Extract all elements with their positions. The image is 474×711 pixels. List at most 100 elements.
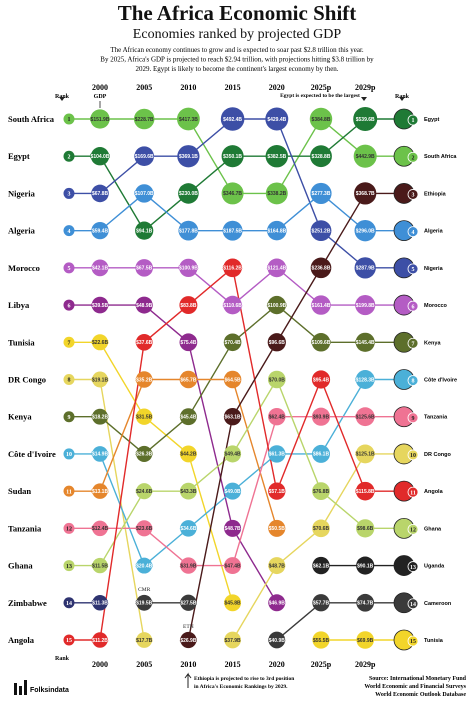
rank-number: 10 <box>410 453 416 459</box>
value-label: $18.2B <box>92 415 109 421</box>
rank-badge <box>63 187 75 199</box>
rank-badge <box>63 113 75 125</box>
value-label: $11.3B <box>92 601 108 607</box>
rank-number: 7 <box>68 340 71 346</box>
value-label: $350.1B <box>223 154 242 160</box>
arrow <box>184 672 192 688</box>
bubble <box>90 109 110 129</box>
bubble <box>92 371 108 388</box>
value-label: $23.6B <box>136 526 153 532</box>
country-label: Algeria <box>8 226 36 236</box>
bubble <box>221 182 244 205</box>
bubble <box>92 595 108 611</box>
value-label: $93.9B <box>313 415 330 421</box>
value-label: $100.9B <box>179 266 198 272</box>
bubble <box>311 370 331 389</box>
bubble <box>223 295 242 315</box>
bubble <box>179 333 198 352</box>
country-label: Morocco <box>424 303 448 309</box>
bubble <box>309 107 333 131</box>
value-label: $50.5B <box>269 526 286 532</box>
bubble <box>267 295 286 315</box>
rank-badge <box>63 225 75 237</box>
value-label: $346.7B <box>223 191 242 197</box>
value-label: $110.6B <box>223 303 242 309</box>
country-label: Libya <box>8 300 30 310</box>
bubble <box>268 631 286 649</box>
country-label: Cameroon <box>424 601 452 607</box>
value-label: $26.9B <box>180 638 197 644</box>
x-tick-label: 2010 <box>180 660 196 669</box>
bubble <box>265 107 289 131</box>
value-label: $11.5B <box>92 563 108 569</box>
value-label: $338.2B <box>267 191 286 197</box>
rank-number: 14 <box>66 601 72 607</box>
bubble <box>221 145 244 168</box>
value-label: $24.6B <box>136 489 153 495</box>
value-label: $94.1B <box>136 228 153 234</box>
rank-badge <box>407 226 419 238</box>
value-label: $43.3B <box>180 489 197 495</box>
bubble <box>134 184 154 203</box>
bubble <box>355 295 376 316</box>
rank-number: 8 <box>412 379 415 385</box>
value-label: $13.1B <box>92 489 109 495</box>
country-label: South Africa <box>8 114 55 124</box>
rank-number: 4 <box>412 230 415 236</box>
rank-badge <box>63 634 75 646</box>
value-label: $86.1B <box>313 452 330 458</box>
value-label: $67.8B <box>92 191 109 197</box>
value-label: $128.3B <box>356 377 375 383</box>
rank-number: 10 <box>66 452 72 458</box>
value-label: $107.0B <box>135 191 154 197</box>
value-label: $64.5B <box>225 377 242 383</box>
bubble <box>178 220 199 241</box>
source: Source: International Monetary Fund <box>369 676 467 682</box>
rank-number: 15 <box>410 639 416 645</box>
country-label: South Africa <box>424 154 457 160</box>
bubble <box>267 333 286 352</box>
rank-number: 14 <box>410 602 416 608</box>
annotation: in Africa's Economic Rankings by 2029. <box>194 684 288 690</box>
rank-badge <box>407 189 419 200</box>
bubble <box>179 408 197 426</box>
bubble <box>355 481 375 501</box>
value-label: $187.5B <box>223 228 242 234</box>
bubble <box>268 594 286 612</box>
bubble <box>268 482 286 500</box>
rank-badge <box>63 560 75 572</box>
bubble <box>135 221 154 240</box>
country-label: Tunisia <box>8 337 35 347</box>
bubble <box>267 370 286 389</box>
bubble <box>356 631 374 649</box>
rank-badge <box>63 262 75 274</box>
rank-number: 13 <box>410 565 416 571</box>
bubble <box>224 519 242 537</box>
country-label: Tanzania <box>424 415 448 421</box>
bubble <box>310 145 332 168</box>
value-label: $74.7B <box>357 601 374 607</box>
description-line: 2029. Egypt is likely to become the cont… <box>135 65 338 73</box>
country-label: Kenya <box>424 340 441 346</box>
bubble <box>312 631 330 649</box>
country-label: Zimbabwe <box>8 598 47 608</box>
bubble <box>92 408 108 425</box>
value-label: $69.9B <box>357 638 374 644</box>
bubble <box>177 107 200 131</box>
bubble <box>355 407 375 427</box>
bubble <box>356 556 375 575</box>
country-label: Uganda <box>424 564 445 570</box>
value-label: $70.6B <box>313 526 330 532</box>
bubble <box>310 257 332 279</box>
bubble <box>312 556 330 575</box>
bubble <box>353 144 377 168</box>
rank-badge <box>407 263 419 275</box>
value-label: $151.9B <box>91 117 110 123</box>
x-tick-label: 2025p <box>311 83 332 92</box>
value-label: $277.3B <box>312 191 331 197</box>
bubble <box>265 182 288 205</box>
bubble <box>268 445 286 463</box>
bubble <box>311 407 331 426</box>
value-label: $37.9B <box>225 638 242 644</box>
